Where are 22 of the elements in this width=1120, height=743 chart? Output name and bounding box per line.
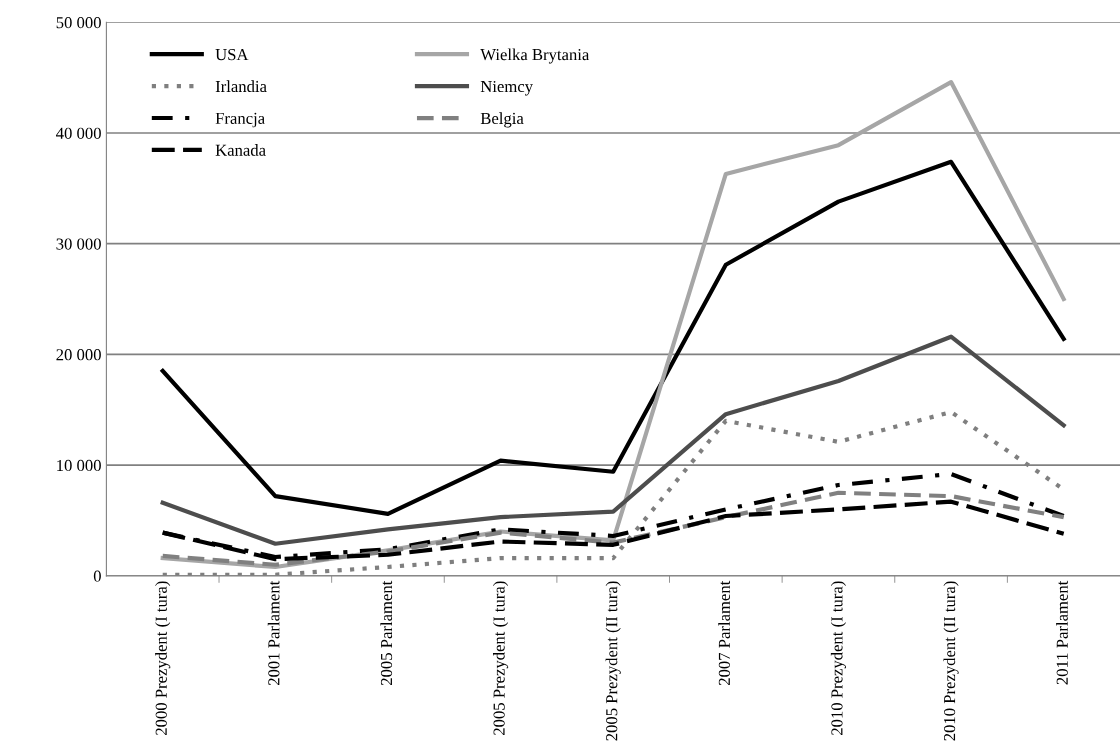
x-tick-label: 2001 Parlament (267, 580, 280, 686)
x-tick-label: 2007 Parlament (718, 580, 730, 686)
x-tick-label: 2011 Parlament (1056, 580, 1068, 685)
y-tick-label: 50 000 (56, 16, 101, 29)
legend-label: USA (215, 48, 249, 61)
x-tick-label: 2005 Parlament (380, 580, 393, 686)
legend-label: Belgia (480, 112, 524, 128)
y-tick-label: 40 000 (56, 127, 101, 139)
x-tick-label: 2005 Prezydent (I tura) (493, 581, 509, 735)
y-tick-label: 30 000 (56, 238, 101, 250)
legend-label: Niemcy (480, 80, 533, 96)
x-tick-label: 2010 Prezydent (II tura) (943, 581, 959, 741)
legend-label: Wielka Brytania (480, 48, 590, 64)
x-tick-label: 2005 Prezydent (II tura) (605, 581, 621, 741)
x-tick-label: 2010 Prezydent (I tura) (830, 581, 847, 735)
y-tick-label: 20 000 (56, 349, 101, 361)
y-tick-label: 10 000 (57, 459, 101, 472)
legend-label: Francja (215, 112, 265, 128)
legend-label: Irlandia (215, 80, 267, 93)
x-tick-label: 2000 Prezydent (I tura) (155, 581, 171, 735)
legend-label: Kanada (215, 144, 266, 156)
y-tick-label: 0 (93, 570, 101, 582)
